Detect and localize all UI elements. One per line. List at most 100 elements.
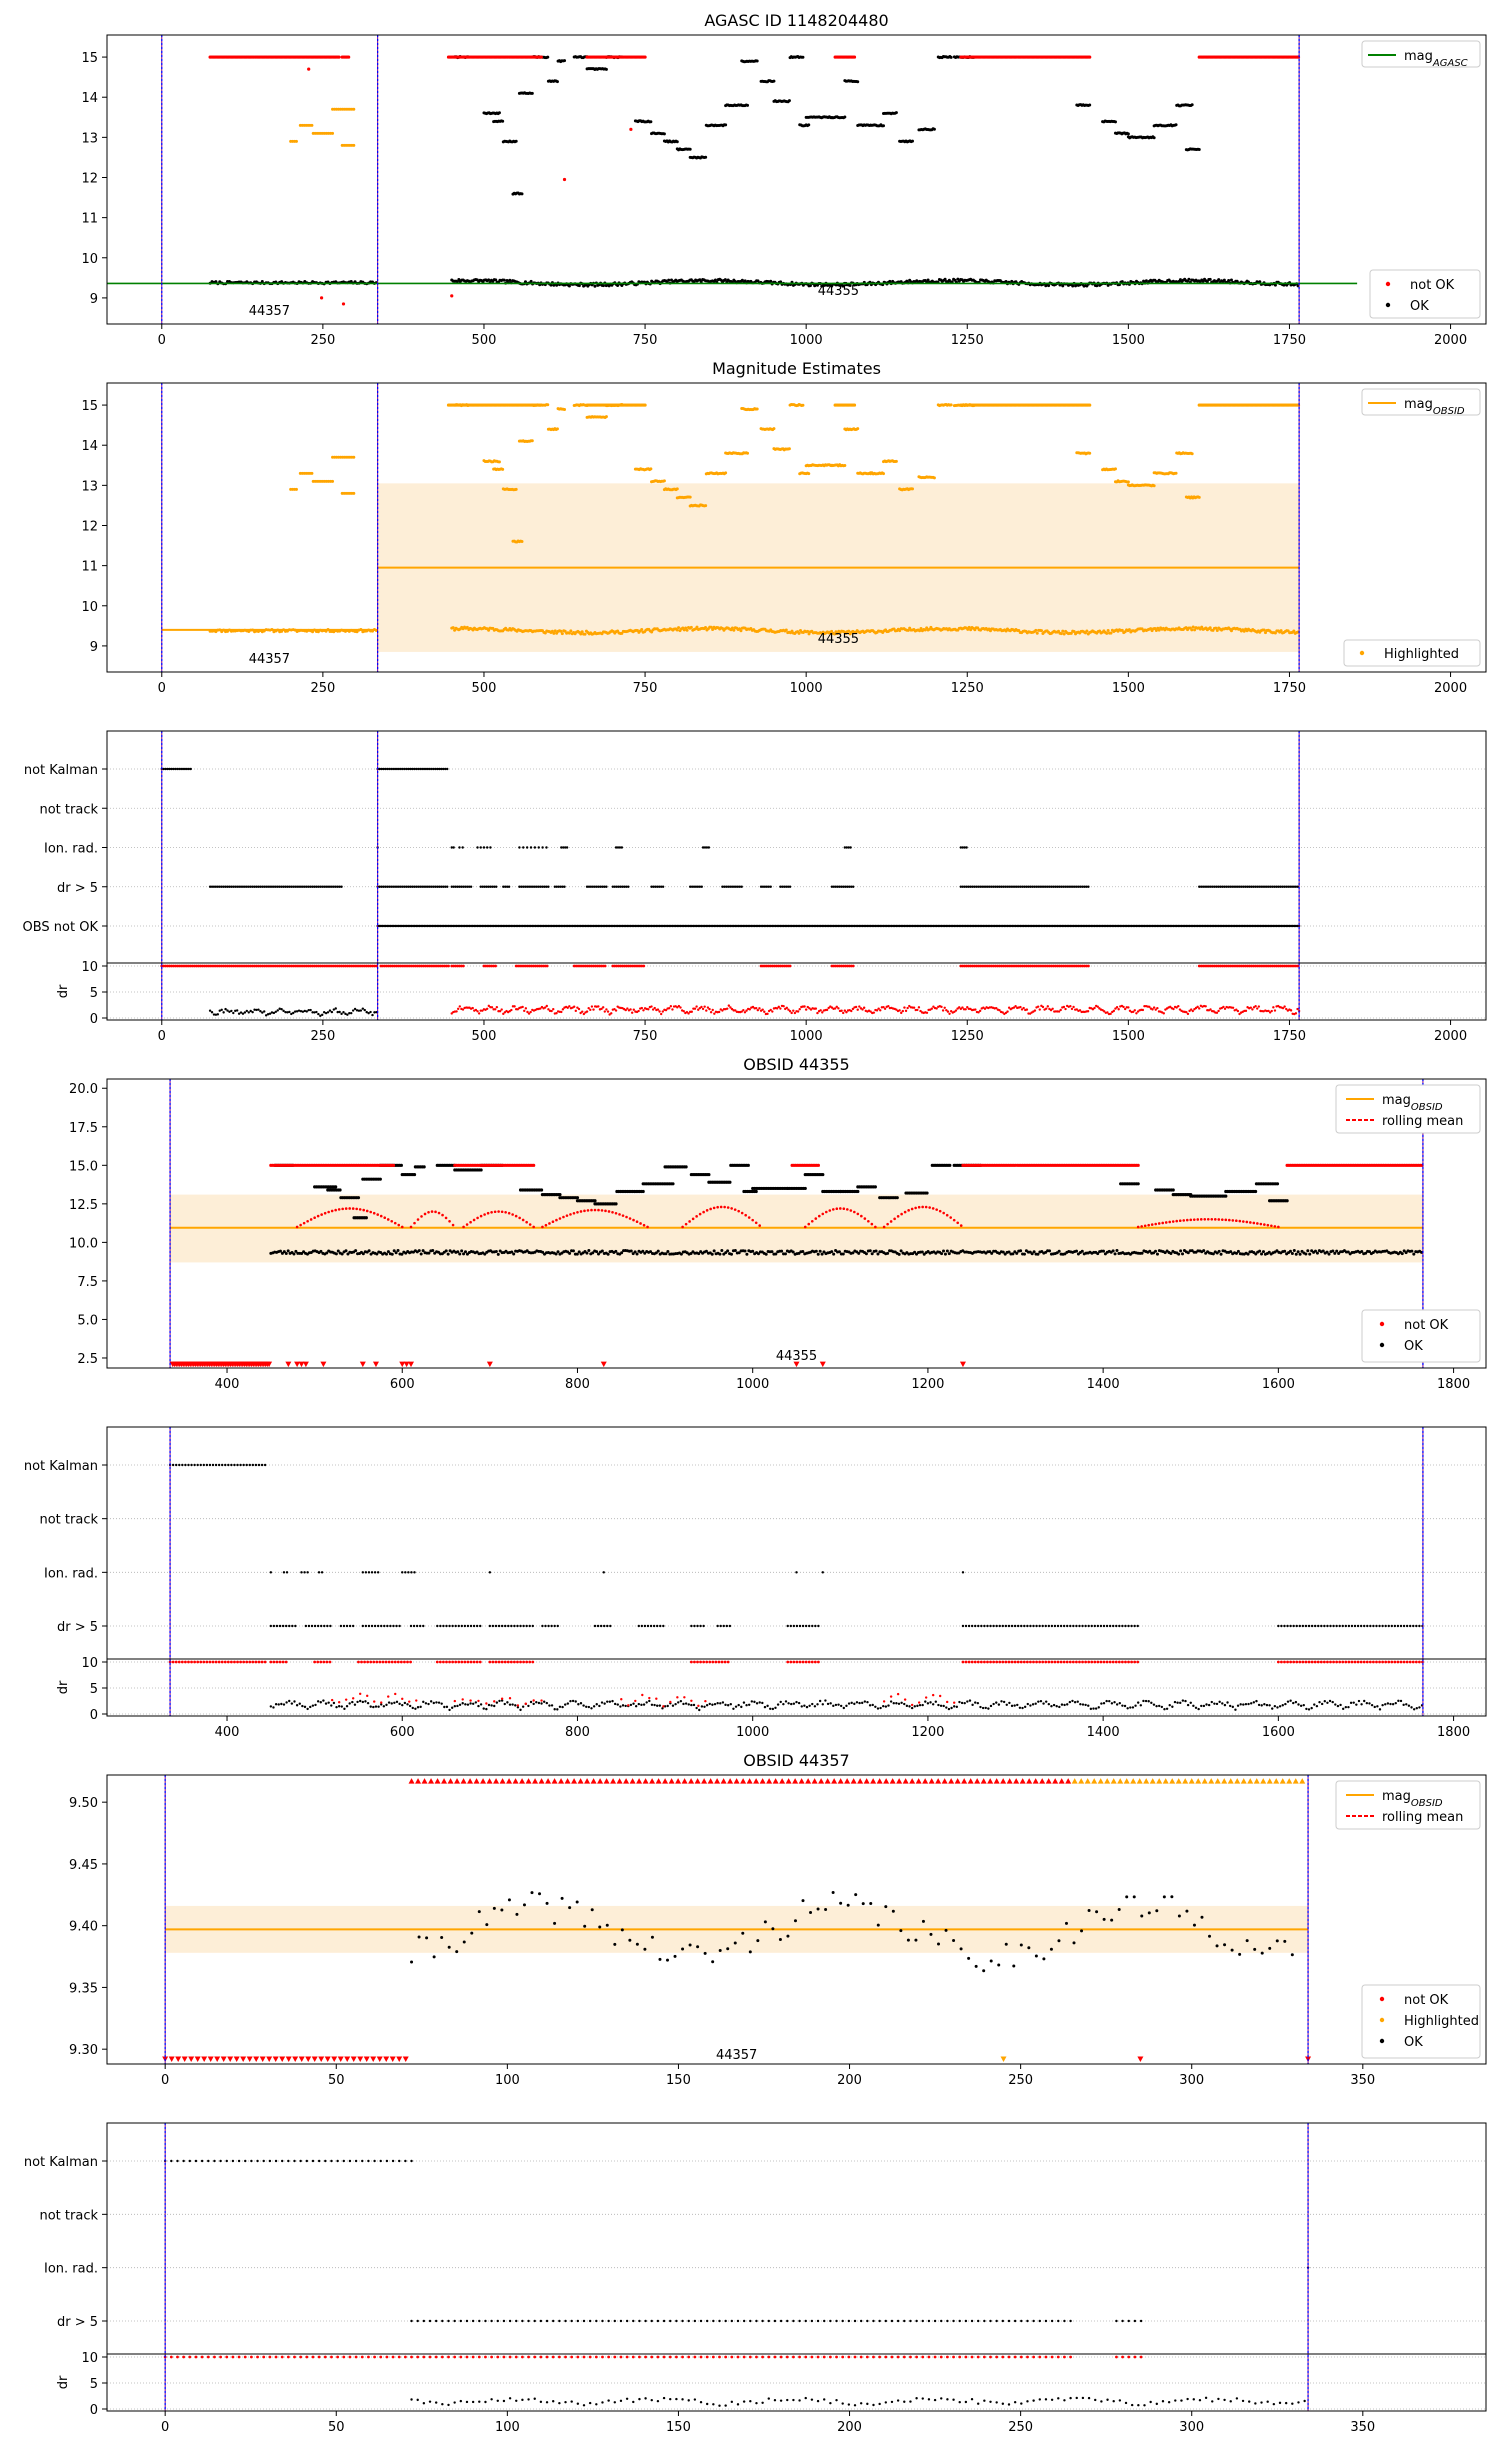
- flag-point: [525, 846, 529, 849]
- dr-point: [1244, 1009, 1248, 1013]
- obsid-label: 44355: [818, 632, 859, 647]
- dr-point: [1109, 1012, 1112, 1016]
- flag-category-label: not track: [39, 802, 98, 817]
- legend-box: [1369, 269, 1481, 319]
- flag-point: [1087, 885, 1090, 888]
- flag-category-label: OBS not OK: [23, 920, 99, 935]
- flag-point: [788, 885, 792, 888]
- dr-point: [230, 1009, 233, 1013]
- data-point: [688, 495, 692, 499]
- flag-point: [485, 846, 489, 849]
- data-point: [784, 628, 788, 632]
- dr-point: [1041, 1005, 1045, 1009]
- dr-point: [1064, 1007, 1067, 1011]
- data-point: [487, 278, 491, 282]
- data-point: [1113, 120, 1117, 124]
- dr-point: [1019, 1005, 1022, 1009]
- dr-point: [317, 1012, 320, 1016]
- dr-point: [1296, 1007, 1299, 1011]
- data-point: [949, 55, 953, 59]
- data-point: [1292, 629, 1296, 633]
- data-point: [1072, 629, 1076, 633]
- data-point: [1205, 280, 1209, 284]
- data-point: [856, 80, 860, 84]
- x-tick-label: 2000: [1434, 681, 1467, 696]
- data-point: [835, 632, 839, 636]
- data-point: [881, 124, 885, 128]
- data-point: [746, 103, 750, 107]
- dr-point: [898, 1009, 901, 1012]
- dr-point: [523, 1009, 526, 1013]
- dr-point: [330, 1010, 334, 1014]
- flag-point: [852, 885, 855, 888]
- data-point: [888, 279, 892, 283]
- data-point: [1190, 628, 1194, 632]
- dr-point: [220, 1008, 223, 1012]
- dr-point: [369, 1010, 372, 1014]
- flag-point: [495, 885, 498, 888]
- data-point: [649, 467, 653, 471]
- dr-point: [756, 1008, 760, 1012]
- dr-point: [521, 1005, 524, 1009]
- data-point: [1120, 628, 1124, 632]
- data-point: [457, 277, 461, 281]
- obsid-label: 44357: [249, 304, 290, 319]
- data-point: [555, 283, 559, 287]
- data-point: [1085, 629, 1089, 633]
- dr-point: [610, 1012, 613, 1015]
- dr-point: [940, 1005, 943, 1009]
- data-point: [465, 625, 469, 629]
- data-point: [843, 115, 847, 119]
- dr-point: [222, 1011, 225, 1014]
- dr-point: [658, 1010, 661, 1013]
- data-point: [502, 278, 506, 282]
- dr-point: [1022, 1006, 1025, 1010]
- data-point: [501, 119, 505, 123]
- data-point: [580, 630, 584, 634]
- data-point: [352, 491, 356, 495]
- data-point: [310, 471, 314, 475]
- data-point: [1217, 278, 1221, 282]
- flag-point: [529, 846, 533, 849]
- data-point: [553, 629, 557, 633]
- obsid-label: 44357: [249, 652, 290, 667]
- dr-point: [1062, 1005, 1066, 1009]
- legend-ok-label: OK: [1410, 299, 1429, 314]
- flag-point: [707, 846, 711, 849]
- not-ok-point: [319, 296, 324, 300]
- dr-point: [1006, 1010, 1009, 1013]
- flag-point: [547, 885, 550, 888]
- data-point: [514, 139, 518, 143]
- dr-point: [500, 1008, 503, 1011]
- dr-point: [964, 1008, 967, 1011]
- dr-point: [545, 1004, 548, 1008]
- dr-point: [1162, 1012, 1166, 1015]
- flag-point: [849, 846, 852, 849]
- dr-point: [1236, 1009, 1240, 1013]
- dr-point: [259, 1010, 262, 1013]
- data-point: [1152, 136, 1156, 140]
- data-point: [1152, 484, 1156, 488]
- data-point: [311, 630, 315, 634]
- dr-point: [292, 1011, 295, 1015]
- data-point: [352, 143, 356, 147]
- flag-category-label: dr > 5: [57, 881, 98, 896]
- data-point: [1187, 277, 1191, 281]
- dr-point: [216, 1013, 220, 1016]
- dr-point: [779, 1007, 782, 1010]
- dr-point: [755, 1006, 758, 1010]
- dr-point: [359, 1009, 363, 1012]
- dr-point: [1204, 1005, 1207, 1008]
- dr-point: [495, 1005, 499, 1009]
- data-point: [310, 123, 314, 127]
- data-point: [675, 628, 679, 632]
- data-point: [848, 283, 852, 287]
- dr-point: [1046, 1005, 1050, 1008]
- data-point: [1010, 279, 1014, 283]
- dr-point: [837, 1007, 840, 1010]
- dr-point: [798, 1008, 801, 1011]
- data-point: [1190, 452, 1194, 456]
- dr-point: [476, 1010, 479, 1013]
- dr-point: [656, 1008, 660, 1011]
- dr-point: [581, 1010, 584, 1013]
